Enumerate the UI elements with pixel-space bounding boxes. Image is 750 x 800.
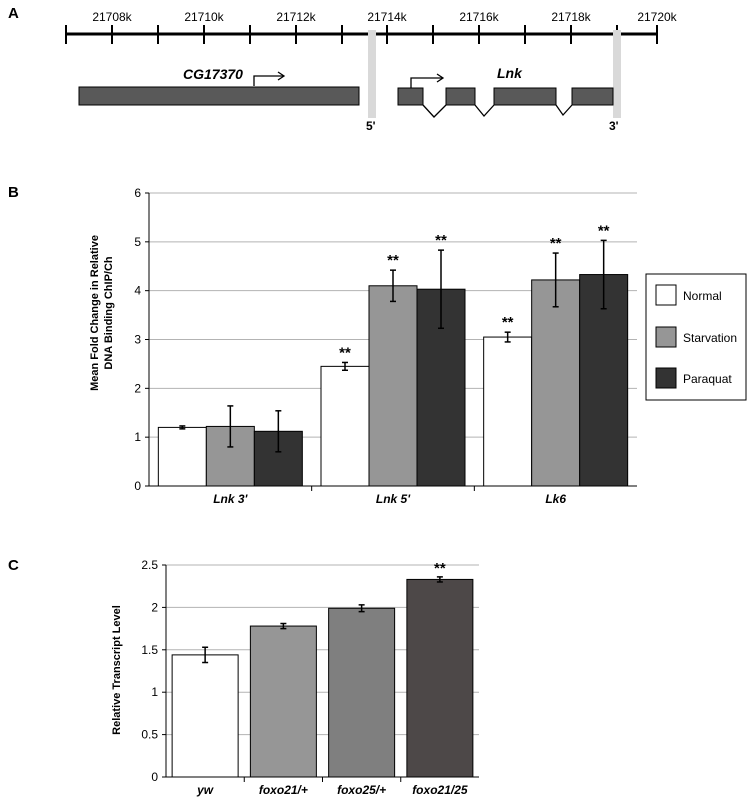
legend-swatch-paraquat bbox=[655, 367, 677, 389]
bar bbox=[157, 426, 207, 487]
significance-label: ** bbox=[435, 232, 447, 249]
bar bbox=[368, 285, 418, 487]
ruler-label: 21708k bbox=[92, 10, 132, 24]
lnk-intron bbox=[555, 104, 573, 117]
x-tick-label: yw bbox=[196, 783, 214, 797]
ruler-label: 21714k bbox=[367, 10, 407, 24]
bar bbox=[171, 654, 239, 778]
y-tick-label: 0 bbox=[134, 479, 141, 493]
ruler-label: 21720k bbox=[637, 10, 677, 24]
bar bbox=[249, 625, 317, 778]
chart-b: 0 1 2 3 4 5 6 Lnk 3' ** ** ** Lnk 5' ** ** ** Lk6 bbox=[134, 186, 637, 506]
lnk-intron bbox=[422, 104, 447, 118]
chart-c: 0 0.5 1 1.5 2 2.5 yw foxo21/+ foxo25/+ ** foxo21/2… bbox=[141, 558, 479, 797]
marker-3-bar bbox=[613, 30, 621, 118]
lnk-exon bbox=[397, 87, 424, 106]
lnk-intron bbox=[474, 104, 495, 117]
y-tick-label: 4 bbox=[134, 284, 141, 298]
chart-c-ylabel: Relative Transcript Level bbox=[111, 605, 123, 735]
x-tick-label: Lnk 3' bbox=[213, 492, 248, 506]
y-tick-label: 2.5 bbox=[141, 558, 158, 572]
y-tick-label: 0.5 bbox=[141, 728, 158, 742]
y-tick-label: 3 bbox=[134, 333, 141, 347]
panel-c: C 0 0.5 1 1.5 2 2.5 yw foxo21/+ foxo25/+ ** foxo21… bbox=[8, 557, 479, 797]
y-tick-label: 1 bbox=[151, 685, 158, 699]
bar bbox=[406, 578, 474, 778]
x-tick-label: foxo21/+ bbox=[259, 783, 308, 797]
chart-b-legend: Normal Starvation Paraquat bbox=[645, 273, 747, 401]
legend-label-paraquat: Paraquat bbox=[683, 372, 732, 386]
ruler-label: 21718k bbox=[551, 10, 591, 24]
marker-5-label: 5' bbox=[366, 119, 376, 133]
significance-label: ** bbox=[550, 235, 562, 252]
panel-b: B 0 1 2 3 4 5 6 Lnk 3' ** ** ** Lnk 5' ** ** ** Lk6 Mea… bbox=[8, 184, 747, 506]
lnk-arrow-icon bbox=[410, 73, 445, 88]
y-tick-label: 1 bbox=[134, 430, 141, 444]
bar bbox=[320, 365, 370, 487]
bar bbox=[483, 336, 533, 487]
cg17370-arrow-icon bbox=[253, 71, 286, 86]
panel-a: A 21708k 21710k 21712k 21714k 21716k 217 bbox=[8, 5, 678, 133]
ruler-labels: 21708k 21710k 21712k 21714k 21716k 21718… bbox=[92, 10, 677, 24]
chart-b-ylabel-line1: Mean Fold Change in Relative bbox=[89, 235, 101, 391]
significance-label: ** bbox=[339, 344, 351, 361]
y-tick-label: 0 bbox=[151, 770, 158, 784]
significance-label: ** bbox=[434, 560, 446, 577]
ruler-label: 21712k bbox=[276, 10, 316, 24]
lnk-exon bbox=[445, 87, 476, 106]
y-tick-label: 6 bbox=[134, 186, 141, 200]
bar bbox=[531, 279, 581, 487]
panel-c-label: C bbox=[8, 557, 19, 574]
x-tick-label: Lnk 5' bbox=[376, 492, 411, 506]
significance-label: ** bbox=[598, 222, 610, 239]
x-tick-label: Lk6 bbox=[545, 492, 566, 506]
ruler-label: 21710k bbox=[184, 10, 224, 24]
marker-5-bar bbox=[368, 30, 376, 118]
panel-b-label: B bbox=[8, 184, 19, 201]
y-tick-label: 2 bbox=[134, 381, 141, 395]
x-tick-label: foxo21/25 bbox=[412, 783, 468, 797]
gene-lnk-label: Lnk bbox=[497, 65, 523, 81]
y-tick-label: 5 bbox=[134, 235, 141, 249]
legend-swatch-starvation bbox=[655, 326, 677, 348]
chart-b-ylabel-line2: DNA Binding ChIP/Ch bbox=[103, 256, 115, 370]
bar bbox=[253, 430, 303, 487]
significance-label: ** bbox=[502, 314, 514, 331]
legend-label-normal: Normal bbox=[683, 289, 722, 303]
bar bbox=[579, 274, 629, 487]
bar bbox=[328, 607, 396, 778]
gene-lnk bbox=[397, 87, 614, 118]
significance-label: ** bbox=[387, 252, 399, 269]
y-tick-label: 2 bbox=[151, 600, 158, 614]
legend-label-starvation: Starvation bbox=[683, 331, 737, 345]
lnk-exon bbox=[493, 87, 557, 106]
legend-swatch-normal bbox=[655, 284, 677, 306]
gene-cg17370-label: CG17370 bbox=[183, 66, 243, 82]
gene-cg17370-box bbox=[78, 86, 360, 106]
lnk-exon bbox=[571, 87, 614, 106]
panel-a-label: A bbox=[8, 5, 19, 22]
marker-3-label: 3' bbox=[609, 119, 619, 133]
ruler-label: 21716k bbox=[459, 10, 499, 24]
x-tick-label: foxo25/+ bbox=[337, 783, 386, 797]
chart-b-ylabel: Mean Fold Change in Relative DNA Binding… bbox=[89, 235, 115, 391]
y-tick-label: 1.5 bbox=[141, 643, 158, 657]
